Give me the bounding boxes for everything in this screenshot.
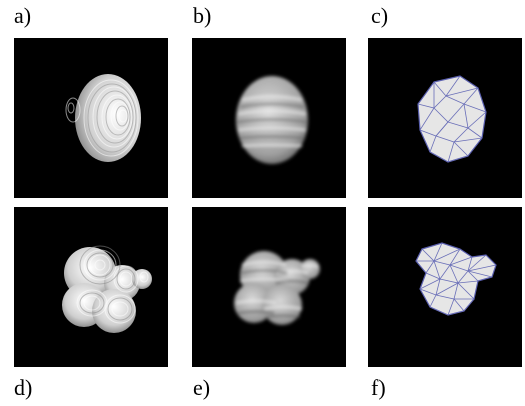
ellipsoid-mesh-render [417, 75, 487, 163]
panel-label-e: e) [193, 375, 211, 400]
panel-f-multiblob-mesh [368, 207, 522, 367]
panel-label-d: d) [14, 375, 33, 400]
panel-e-blurred-multiblob [192, 207, 346, 367]
panel-b-blurred-ellipsoid [192, 38, 346, 198]
panel-label-b: b) [193, 3, 212, 28]
panel-label-a: a) [14, 3, 32, 28]
multiblob-render [62, 245, 152, 333]
multiblob-mesh-render [415, 242, 497, 316]
panel-c-ellipsoid-mesh [368, 38, 522, 198]
panel-label-f: f) [371, 375, 386, 400]
panel-d-sharp-multiblob [14, 207, 168, 367]
blurred-ellipsoid-render [236, 76, 308, 164]
blurred-multiblob-render [234, 251, 320, 325]
panel-label-c: c) [371, 3, 389, 28]
panel-a-sharp-ellipsoid [14, 38, 168, 198]
ellipsoid-render [65, 74, 141, 162]
